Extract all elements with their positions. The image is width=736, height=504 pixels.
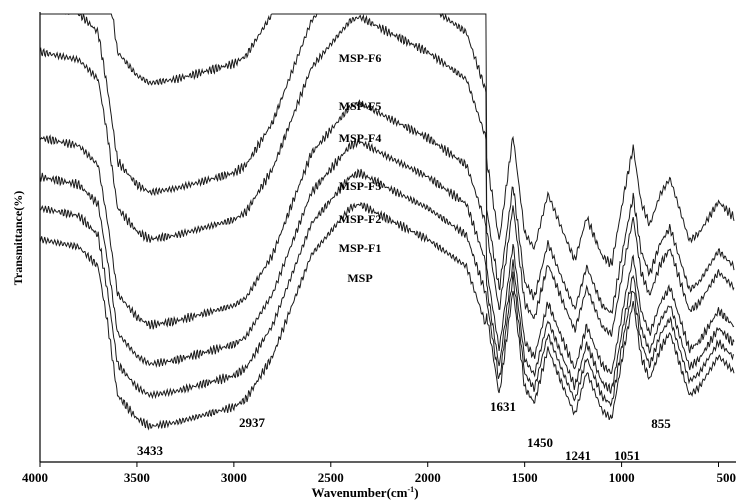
series-label-msp-f1: MSP-F1 [339,241,382,255]
x-tick-label-1000: 1000 [609,470,635,485]
peak-label-1241: 1241 [565,448,591,463]
x-tick-label-2500: 2500 [318,470,344,485]
trace-msp-f6 [40,13,735,268]
peak-label-3433: 3433 [137,443,164,458]
peak-label-855: 855 [651,416,671,431]
peak-label-2937: 2937 [239,415,266,430]
series-label-msp: MSP [347,271,372,285]
peak-label-1051: 1051 [614,448,640,463]
trace-msp-f3 [39,99,735,374]
x-tick-label-3500: 3500 [124,470,150,485]
x-tick-label-4000: 4000 [22,470,48,485]
series-label-msp-f3: MSP-F3 [339,179,382,193]
x-tick-label-1500: 1500 [512,470,538,485]
peak-labels: 3433 2937 1631 1450 1241 1051 855 [137,399,671,463]
x-ticks: 4000 3500 3000 2500 2000 1500 1000 500 [22,462,736,485]
x-tick-label-3000: 3000 [221,470,247,485]
peak-label-1631: 1631 [490,399,516,414]
y-axis-title: Transmittance(%) [11,191,25,285]
trace-msp [39,201,735,431]
x-tick-label-500: 500 [717,470,736,485]
x-axis-title: Wavenumber(cm-1) [311,485,418,500]
series-label-msp-f6: MSP-F6 [339,51,382,65]
axes: 4000 3500 3000 2500 2000 1500 1000 500 Wavenumb… [11,12,736,500]
trace-msp-f4 [39,13,735,337]
trace-msp-f1 [39,168,735,408]
x-tick-label-2000: 2000 [415,470,441,485]
series-labels: MSP MSP-F1 MSP-F2 MSP-F3 MSP-F4 MSP-F5 MSP-F6 [339,51,382,285]
spectra-traces [39,12,735,431]
series-label-msp-f5: MSP-F5 [339,99,382,113]
series-label-msp-f4: MSP-F4 [339,131,382,145]
series-label-msp-f2: MSP-F2 [339,212,382,226]
peak-label-1450: 1450 [527,435,553,450]
trace-msp-f2 [39,138,735,394]
